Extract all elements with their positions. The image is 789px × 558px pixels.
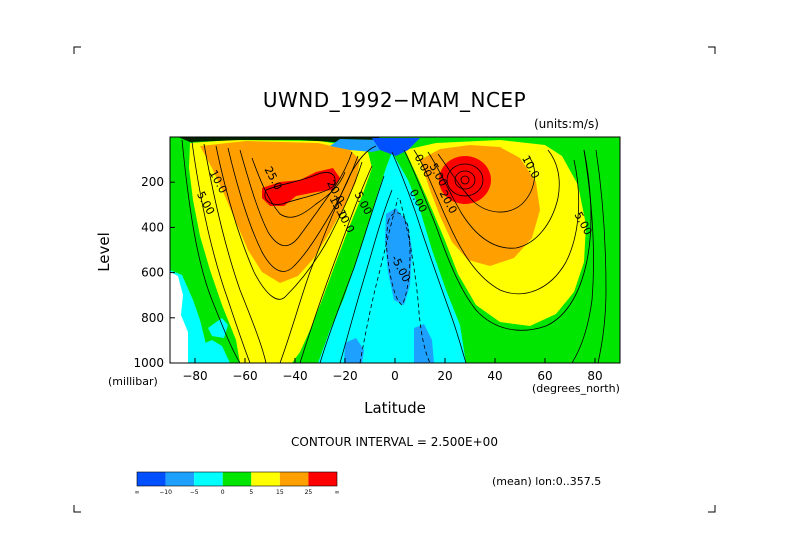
x-tick-label: −40 — [282, 369, 307, 383]
colorbar-label: 5 — [249, 489, 253, 496]
tropical-blue-core — [385, 208, 412, 305]
corner-marks — [73, 46, 716, 513]
x-tick-label: −60 — [232, 369, 257, 383]
y-tick-label: 800 — [141, 311, 164, 325]
colorbar-swatch — [222, 472, 252, 486]
colorbar-swatch — [279, 472, 309, 486]
colorbar-swatch — [137, 472, 166, 486]
colorbar-swatch — [165, 472, 195, 486]
x-tick-label: 80 — [587, 369, 602, 383]
x-axis-title: Latitude — [364, 399, 426, 417]
colorbar-label: 0 — [221, 489, 225, 496]
colorbar-label: ∞ — [135, 489, 140, 496]
colorbar-label: −5 — [190, 489, 199, 496]
colorbar-label: 25 — [305, 489, 313, 496]
y-axis-title: Level — [95, 232, 113, 272]
units-label: (units:m/s) — [534, 117, 599, 131]
colorbar-swatch — [308, 472, 337, 486]
colorbar: ∞ −10 −5 0 5 15 25 ∞ — [135, 471, 340, 496]
contour-interval: CONTOUR INTERVAL = 2.500E+00 — [291, 435, 498, 449]
sh-jet-core — [262, 168, 340, 206]
colorbar-label: 15 — [276, 489, 284, 496]
y-tick-label: 400 — [141, 220, 164, 234]
contour-plot — [169, 136, 621, 364]
y-axis-units: (millibar) — [108, 375, 158, 388]
x-tick-label: −20 — [332, 369, 357, 383]
south-polar-blank — [170, 272, 188, 363]
colorbar-swatch — [251, 472, 280, 486]
x-tick-label: 60 — [537, 369, 552, 383]
axis-ticks: −80 −60 −40 −20 0 20 40 60 80 200 400 600 800 1000 — [133, 175, 602, 383]
y-tick-label: 600 — [141, 266, 164, 280]
x-tick-label: 40 — [487, 369, 502, 383]
nh-jet-core — [439, 156, 491, 204]
x-tick-label: 20 — [437, 369, 452, 383]
x-tick-label: 0 — [391, 369, 399, 383]
mean-note: (mean) lon:0..357.5 — [492, 475, 602, 488]
chart-title: UWND_1992−MAM_NCEP — [262, 88, 527, 112]
colorbar-label: ∞ — [335, 489, 340, 496]
x-tick-label: −80 — [182, 369, 207, 383]
y-tick-label: 200 — [141, 175, 164, 189]
y-tick-label: 1000 — [133, 356, 164, 370]
colorbar-label: −10 — [159, 489, 172, 496]
x-axis-units: (degrees_north) — [532, 382, 620, 395]
colorbar-swatch — [194, 472, 223, 486]
colorbar-frame — [136, 471, 338, 487]
